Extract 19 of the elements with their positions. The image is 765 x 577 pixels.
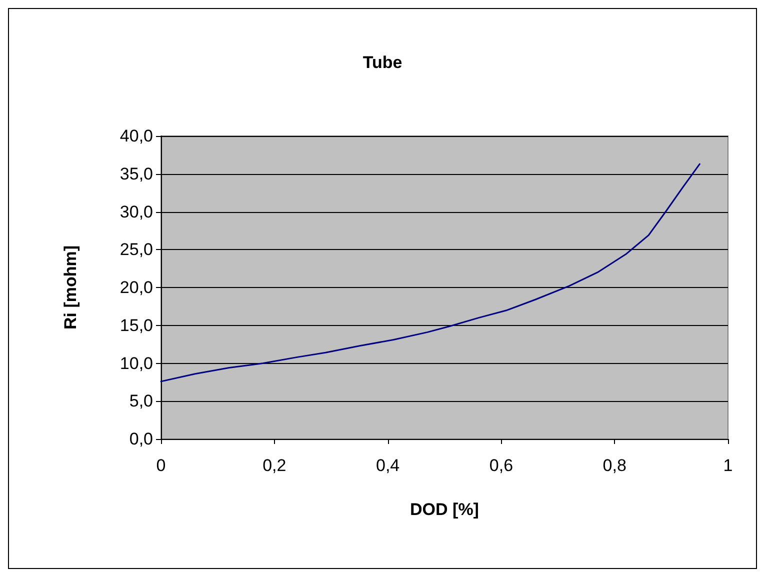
x-tick-label: 0,8 xyxy=(602,456,626,475)
x-tick-label: 0,2 xyxy=(262,456,286,475)
x-tick-label: 0 xyxy=(156,456,166,475)
y-tick-label: 25,0 xyxy=(120,240,153,260)
y-axis-title: Ri [mohm] xyxy=(61,245,80,330)
y-tick-label: 30,0 xyxy=(120,202,153,222)
x-tick-label: 1 xyxy=(723,456,733,475)
y-tick-label: 35,0 xyxy=(120,164,153,184)
chart-title: Tube xyxy=(362,53,402,72)
y-tick-label: 5,0 xyxy=(129,392,153,411)
y-tick-label: 40,0 xyxy=(120,126,153,146)
y-tick-label: 20,0 xyxy=(120,278,153,297)
x-axis-title: DOD [%] xyxy=(410,500,479,519)
y-tick-label: 10,0 xyxy=(120,354,153,373)
y-tick-label: 0,0 xyxy=(129,430,153,448)
x-tick-label: 0,6 xyxy=(489,456,514,475)
y-tick-label: 15,0 xyxy=(120,316,153,335)
x-tick-label: 0,4 xyxy=(376,456,400,475)
line-series xyxy=(160,163,700,382)
